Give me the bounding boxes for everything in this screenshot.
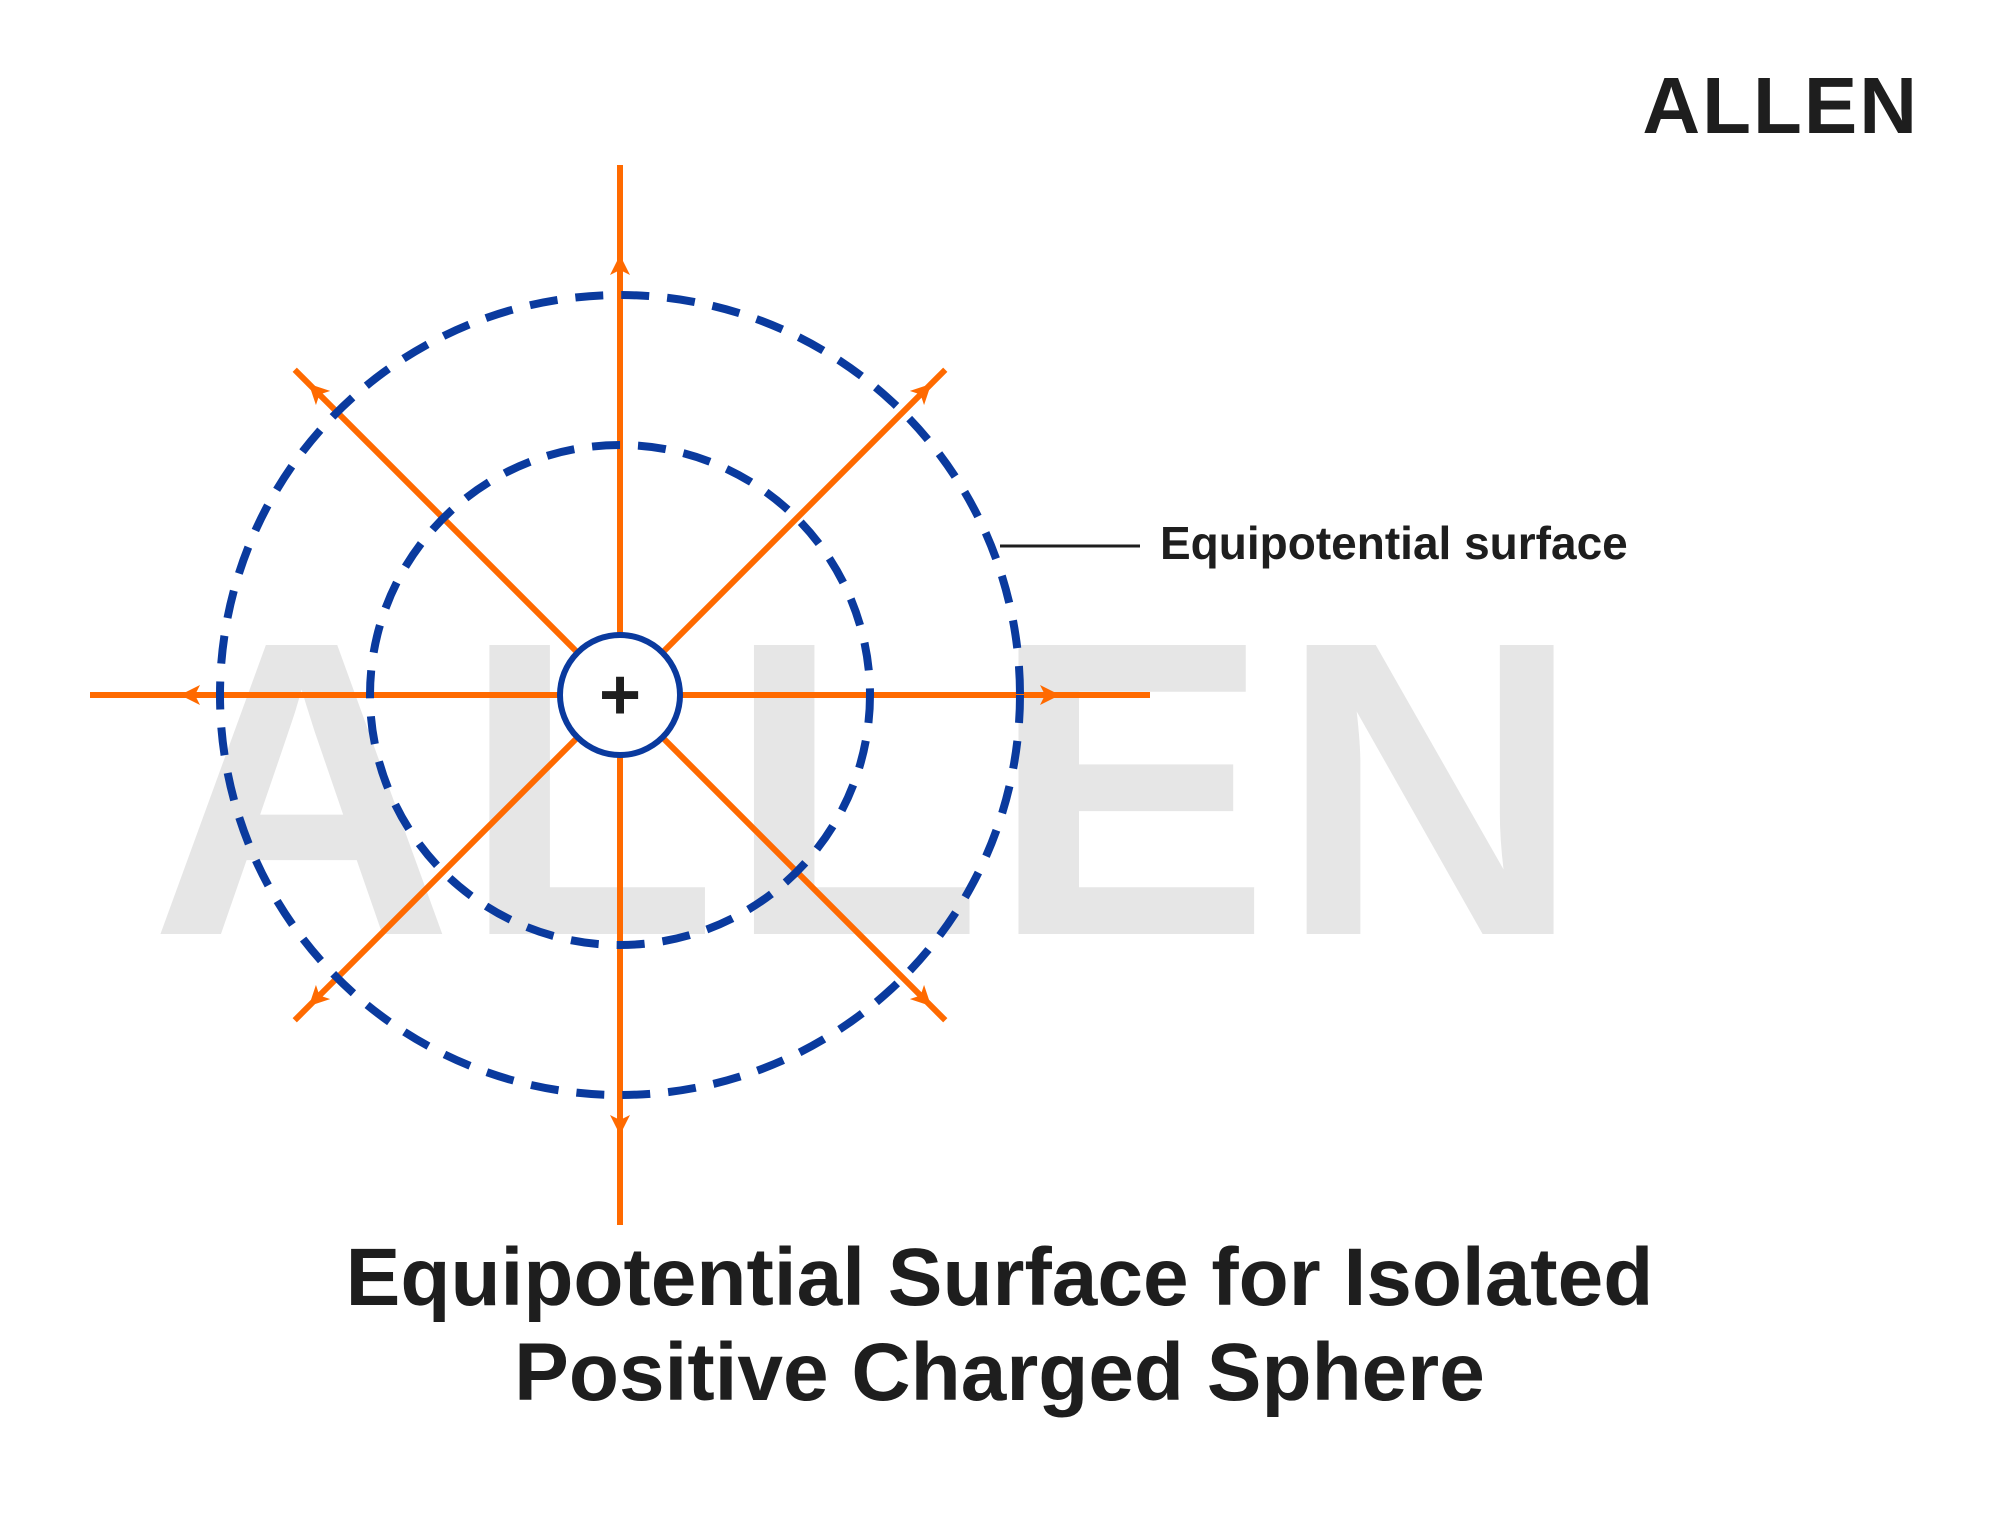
title-line-2: Positive Charged Sphere [0, 1326, 1999, 1420]
field-line [316, 737, 578, 999]
equipotential-diagram: + [60, 120, 1160, 1320]
field-line [662, 737, 924, 999]
plus-icon: + [599, 655, 641, 735]
field-line [316, 391, 578, 653]
brand-logo: ALLEN [1642, 60, 1919, 152]
annotation-label: Equipotential surface [1160, 516, 1628, 570]
positive-charge: + [560, 635, 680, 755]
field-line-tail [924, 999, 945, 1020]
field-line-tail [295, 999, 316, 1020]
title-line-1: Equipotential Surface for Isolated [0, 1231, 1999, 1325]
field-line-tail [924, 370, 945, 391]
field-line-tail [295, 370, 316, 391]
field-line [662, 391, 924, 653]
diagram-title: Equipotential Surface for Isolated Posit… [0, 1231, 1999, 1420]
